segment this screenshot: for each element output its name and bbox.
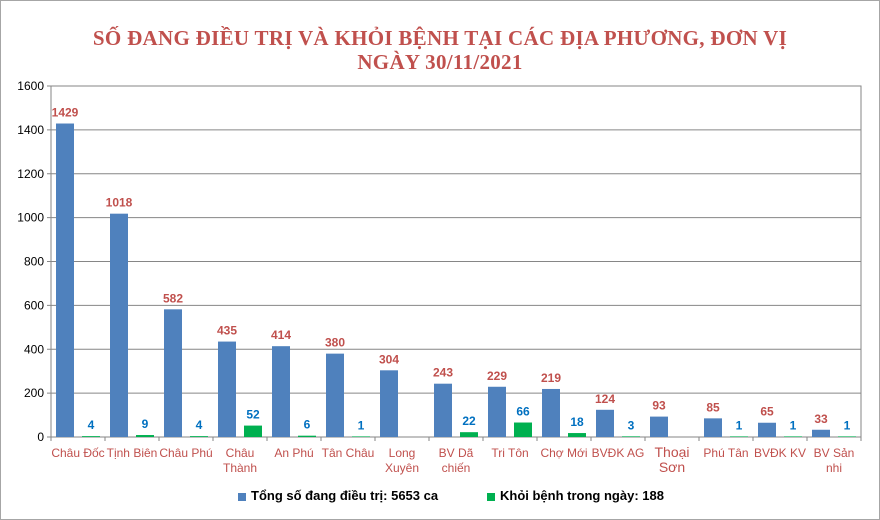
chart-subtitle: NGÀY 30/11/2021 bbox=[357, 50, 523, 74]
bar-recovered bbox=[568, 433, 586, 437]
data-label-treating: 243 bbox=[433, 366, 453, 380]
bar-treating bbox=[812, 429, 830, 437]
x-tick-label: Chợ Mới bbox=[540, 446, 587, 460]
x-tick-label: nhi bbox=[826, 461, 842, 475]
bar-treating bbox=[380, 370, 398, 437]
x-tick-label: Xuyên bbox=[385, 461, 419, 475]
bar-treating bbox=[488, 386, 506, 437]
y-tick-label: 1000 bbox=[17, 211, 44, 225]
bar-treating bbox=[272, 346, 290, 437]
y-tick-label: 1400 bbox=[17, 123, 44, 137]
data-label-recovered: 6 bbox=[304, 418, 311, 432]
x-tick-label: Phú Tân bbox=[703, 446, 748, 460]
x-tick-label: BV Sản bbox=[814, 446, 855, 460]
bar-recovered bbox=[136, 435, 154, 437]
y-tick-label: 800 bbox=[24, 255, 44, 269]
x-tick-label: Thành bbox=[223, 461, 257, 475]
x-tick-label: Long bbox=[389, 446, 416, 460]
data-label-recovered: 1 bbox=[736, 418, 743, 432]
bar-recovered bbox=[514, 422, 532, 437]
data-label-treating: 1429 bbox=[52, 106, 79, 120]
bar-treating bbox=[434, 383, 452, 437]
data-label-treating: 304 bbox=[379, 352, 399, 366]
x-tick-label: Sơn bbox=[659, 459, 685, 475]
data-label-treating: 65 bbox=[760, 405, 774, 419]
x-tick-label: Châu Phú bbox=[159, 446, 212, 460]
data-label-recovered: 22 bbox=[462, 414, 476, 428]
y-tick-label: 600 bbox=[24, 298, 44, 312]
data-label-recovered: 4 bbox=[88, 418, 95, 432]
data-label-recovered: 52 bbox=[246, 408, 260, 422]
x-tick-label: Tịnh Biên bbox=[107, 446, 158, 460]
x-tick-label: An Phú bbox=[274, 446, 313, 460]
data-label-treating: 124 bbox=[595, 392, 615, 406]
bar-recovered bbox=[298, 435, 316, 437]
bar-recovered bbox=[622, 436, 640, 437]
data-label-treating: 229 bbox=[487, 369, 507, 383]
legend-item-series-1: Tổng số đang điều trị: 5653 ca bbox=[238, 488, 438, 503]
data-label-treating: 33 bbox=[814, 412, 828, 426]
chart-title: SỐ ĐANG ĐIỀU TRỊ VÀ KHỎI BỆNH TẠI CÁC ĐỊ… bbox=[92, 26, 788, 50]
x-tick-label: Tri Tôn bbox=[491, 446, 528, 460]
bar-treating bbox=[56, 123, 74, 437]
x-tick-label: Châu bbox=[226, 446, 255, 460]
y-tick-label: 200 bbox=[24, 386, 44, 400]
y-tick-label: 0 bbox=[37, 430, 44, 444]
bar-recovered bbox=[460, 432, 478, 437]
data-label-recovered: 3 bbox=[628, 418, 635, 432]
legend-swatch-blue bbox=[238, 492, 246, 501]
x-tick-label: Thoại bbox=[654, 444, 689, 460]
legend-label-series-2: Khỏi bệnh trong ngày: 188 bbox=[500, 488, 664, 503]
bar-treating bbox=[596, 409, 614, 437]
bar-treating bbox=[218, 341, 236, 437]
legend-label-series-1: Tổng số đang điều trị: 5653 ca bbox=[251, 488, 439, 503]
legend-swatch-green bbox=[487, 492, 495, 501]
y-tick-label: 1600 bbox=[17, 79, 44, 93]
data-label-recovered: 9 bbox=[142, 417, 149, 431]
bar-treating bbox=[542, 388, 560, 437]
bar-treating bbox=[758, 422, 776, 437]
data-label-treating: 435 bbox=[217, 324, 237, 338]
data-label-recovered: 18 bbox=[570, 415, 584, 429]
y-tick-label: 400 bbox=[24, 342, 44, 356]
data-label-recovered: 4 bbox=[196, 418, 203, 432]
x-tick-label: BVĐK KV bbox=[754, 446, 806, 460]
bar-treating bbox=[326, 353, 344, 437]
data-label-recovered: 1 bbox=[790, 418, 797, 432]
x-tick-label: Châu Đốc bbox=[51, 446, 104, 460]
legend-item-series-2: Khỏi bệnh trong ngày: 188 bbox=[487, 488, 664, 503]
x-tick-label: BVĐK AG bbox=[592, 446, 645, 460]
y-tick-label: 1200 bbox=[17, 167, 44, 181]
data-label-treating: 85 bbox=[706, 400, 720, 414]
data-label-treating: 414 bbox=[271, 328, 291, 342]
bar-recovered bbox=[730, 436, 748, 437]
data-label-treating: 93 bbox=[652, 399, 666, 413]
data-label-treating: 380 bbox=[325, 336, 345, 350]
bar-recovered bbox=[352, 436, 370, 437]
data-label-recovered: 1 bbox=[358, 418, 365, 432]
bar-recovered bbox=[82, 436, 100, 437]
bar-recovered bbox=[244, 425, 262, 437]
data-label-treating: 1018 bbox=[106, 196, 133, 210]
x-tick-label: Tân Châu bbox=[322, 446, 375, 460]
data-label-treating: 582 bbox=[163, 291, 183, 305]
x-tick-label: BV Dã bbox=[439, 446, 474, 460]
bar-treating bbox=[164, 309, 182, 437]
x-tick-label: chiến bbox=[442, 461, 471, 475]
bar-recovered bbox=[190, 436, 208, 437]
bar-treating bbox=[704, 418, 722, 437]
bar-treating bbox=[110, 213, 128, 437]
bar-recovered bbox=[784, 436, 802, 437]
data-label-recovered: 66 bbox=[516, 405, 530, 419]
bar-treating bbox=[650, 416, 668, 437]
data-label-treating: 219 bbox=[541, 371, 561, 385]
bar-recovered bbox=[838, 436, 856, 437]
data-label-recovered: 1 bbox=[844, 418, 851, 432]
